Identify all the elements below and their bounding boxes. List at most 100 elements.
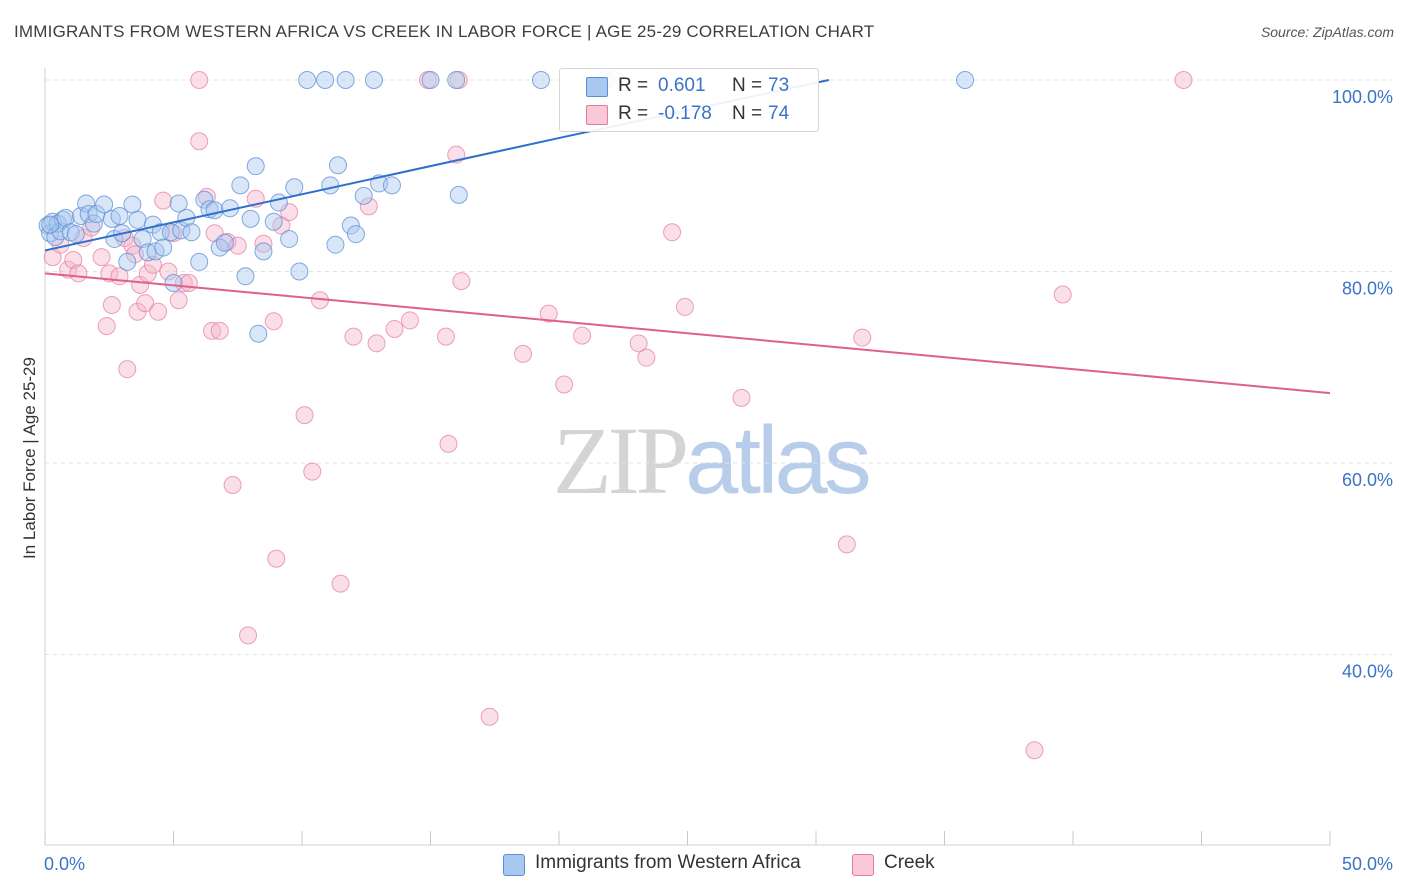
creek-point (179, 273, 198, 292)
western-africa-point (269, 193, 288, 212)
creek-point (663, 223, 682, 242)
western-africa-point (421, 71, 440, 89)
series-legend-label: Immigrants from Western Africa (535, 852, 801, 873)
x-tick-label: 50.0% (1342, 854, 1393, 874)
western-africa-point (95, 195, 114, 214)
western-africa-point (66, 225, 85, 244)
creek-point (97, 317, 116, 336)
axis-layer (44, 68, 1331, 846)
creek-point (190, 71, 209, 89)
western-africa-point (164, 273, 183, 292)
creek-point (331, 574, 350, 593)
creek-point (138, 264, 157, 283)
creek-point (203, 321, 222, 340)
western-africa-point (326, 235, 345, 254)
western-africa-point (154, 238, 173, 257)
creek-point (436, 327, 455, 346)
western-africa-point (956, 71, 975, 89)
creek-point (573, 326, 592, 345)
western-africa-point (354, 186, 373, 205)
western-africa-point (254, 242, 273, 261)
western-africa-point (79, 205, 98, 224)
legend-r-label: R = (618, 75, 649, 96)
western-africa-point (210, 238, 229, 257)
creek-point (400, 311, 419, 330)
legend-r-label: R = (618, 103, 649, 124)
y-axis-label: In Labor Force | Age 25-29 (20, 357, 39, 559)
western-africa-point (151, 223, 170, 242)
western-africa-point (321, 176, 340, 195)
western-africa-point (51, 222, 70, 241)
creek-point (64, 251, 83, 270)
creek-point (223, 476, 242, 495)
creek-point (637, 348, 656, 367)
creek-point (303, 462, 322, 481)
creek-point (69, 264, 88, 283)
western-africa-point (328, 156, 347, 175)
western-africa-point (133, 229, 152, 248)
western-africa-trend-line (44, 136, 562, 252)
western-africa-point (280, 229, 299, 248)
y-tick-label: 60.0% (1342, 470, 1393, 490)
creek-point (149, 302, 168, 321)
western-africa-point (449, 185, 468, 204)
creek-point (102, 296, 121, 315)
creek-trend-line (44, 272, 1331, 395)
western-africa-point (336, 71, 355, 89)
creek-point (629, 334, 648, 353)
western-africa-point (182, 223, 201, 242)
watermark-atlas: atlas (685, 407, 872, 514)
creek-point (169, 291, 188, 310)
creek-point (136, 294, 155, 313)
western-africa-point (169, 194, 188, 213)
series-legend-label: Creek (884, 852, 935, 873)
creek-point (190, 132, 209, 151)
creek-point (59, 260, 78, 279)
western-africa-point (205, 201, 224, 220)
legend-row-creek: R = -0.178 N = 74 (560, 101, 818, 129)
legend-swatch-pink (586, 105, 608, 125)
western-africa-point (364, 71, 383, 89)
western-africa-point (128, 210, 147, 229)
western-africa-point (290, 262, 309, 281)
creek-point (1174, 71, 1193, 89)
creek-point (295, 406, 314, 425)
creek-point (675, 297, 694, 316)
creek-point (264, 312, 283, 331)
western-africa-point (382, 176, 401, 195)
legend-row-western-africa: R = 0.601 N = 73 (560, 73, 818, 101)
western-africa-point (231, 176, 250, 195)
creek-point (118, 360, 137, 379)
creek-point (732, 388, 751, 407)
legend-n-value: 73 (768, 75, 790, 96)
western-africa-point (241, 209, 260, 228)
creek-point (480, 707, 499, 726)
western-africa-point (56, 208, 75, 227)
correlation-legend: R = 0.601 N = 73 R = -0.178 N = 74 (559, 68, 819, 132)
creek-point (853, 328, 872, 347)
creek-point (514, 344, 533, 363)
creek-point (1025, 741, 1044, 760)
western-africa-point (246, 157, 265, 176)
creek-point (439, 434, 458, 453)
watermark: ZIPatlas (553, 405, 872, 516)
western-africa-point (285, 178, 304, 197)
western-africa-point (215, 233, 234, 252)
western-africa-point (123, 195, 142, 214)
x-tick-label: 0.0% (44, 854, 85, 874)
creek-point (452, 272, 471, 291)
western-africa-point (118, 252, 137, 271)
western-africa-point (447, 71, 466, 89)
watermark-zip: ZIP (553, 407, 689, 514)
legend-r-value: 0.601 (658, 75, 706, 96)
western-africa-point (190, 252, 209, 271)
creek-point (254, 234, 273, 253)
western-africa-point (236, 267, 255, 286)
creek-point (1053, 285, 1072, 304)
creek-point (837, 535, 856, 554)
western-africa-point (346, 225, 365, 244)
western-africa-point (249, 324, 268, 343)
creek-point (100, 264, 119, 283)
legend-n-label: N = (732, 103, 763, 124)
tick-labels: 100.0% 80.0% 60.0% 40.0% 0.0% 50.0% (44, 87, 1393, 874)
